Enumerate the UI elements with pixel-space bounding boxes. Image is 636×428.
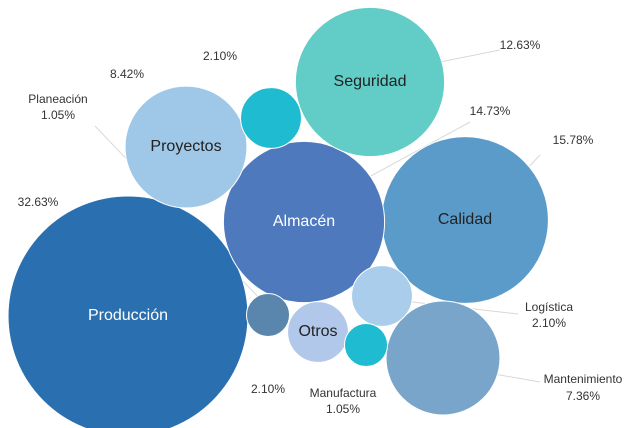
bubble-name: Proyectos: [150, 138, 221, 155]
bubble-name: Logística: [525, 300, 573, 314]
value-label: 7.36%: [566, 389, 600, 403]
bubble-name: Seguridad: [334, 73, 407, 90]
bubble: [222, 140, 386, 304]
leader-line: [439, 49, 501, 63]
bubble-name: Planeación: [28, 92, 87, 106]
bubble-name: Mantenimiento: [544, 372, 623, 386]
bubble-name: Almacén: [273, 213, 335, 230]
value-label: 8.42%: [110, 67, 144, 81]
bubble: [240, 87, 302, 149]
leader-line: [357, 121, 471, 184]
value-label: 1.05%: [41, 108, 75, 122]
bubble-name: Calidad: [438, 211, 492, 228]
value-label: 2.10%: [203, 49, 237, 63]
value-label: 14.73%: [470, 104, 511, 118]
value-label: 2.10%: [251, 382, 285, 396]
value-label: 2.10%: [532, 316, 566, 330]
bubble: [351, 265, 413, 327]
bubble-name: Manufactura: [310, 386, 377, 400]
bubble: [385, 300, 501, 416]
value-label: 1.05%: [326, 402, 360, 416]
bubble: [294, 6, 446, 158]
bubble-name: Producción: [88, 307, 168, 324]
bubble-name: Otros: [298, 323, 337, 340]
bubble: [245, 292, 291, 338]
value-label: 12.63%: [500, 38, 541, 52]
bubble: [124, 85, 248, 209]
bubble: [343, 322, 389, 368]
value-label: 15.78%: [553, 133, 594, 147]
value-label: 32.63%: [18, 195, 59, 209]
